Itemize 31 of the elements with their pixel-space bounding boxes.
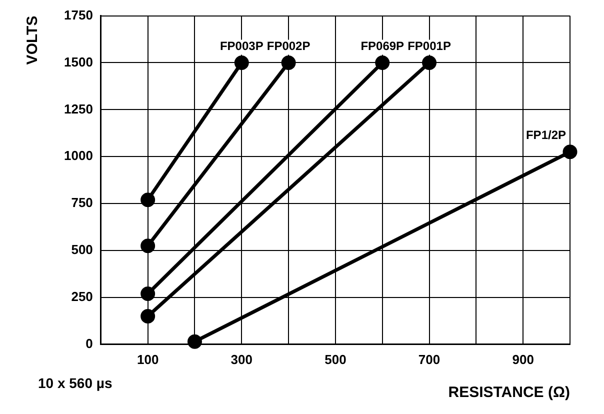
y-tick-label: 500 [71, 242, 93, 258]
series-label: FP001P [408, 39, 451, 54]
x-tick-label: 100 [136, 352, 159, 367]
point [140, 238, 156, 254]
point [140, 308, 156, 324]
series-label: FP002P [266, 39, 310, 54]
y-tick-label: 1750 [64, 7, 93, 22]
y-tick-label: 250 [71, 289, 93, 304]
x-axis-title: RESISTANCE (Ω) [448, 384, 570, 402]
series-label: FP1/2P [526, 128, 566, 142]
x-tick-label: 500 [324, 352, 346, 367]
point [140, 286, 156, 301]
point [234, 55, 249, 70]
series-label: FP003P [220, 39, 264, 54]
y-tick-label: 1500 [64, 54, 93, 70]
y-tick-label: 1000 [64, 148, 93, 164]
y-axis-title: VOLTS [24, 16, 42, 65]
y-tick-label: 1250 [64, 101, 93, 116]
point [562, 144, 578, 160]
point [422, 55, 437, 70]
series-label: FP069P [360, 39, 404, 54]
point [140, 192, 156, 208]
x-tick-label: 900 [512, 352, 534, 367]
text: 10 x 560 µs [38, 375, 112, 391]
x-tick-label: 700 [418, 352, 440, 367]
y-tick-label: 0 [86, 336, 93, 351]
point [281, 55, 296, 70]
point [187, 334, 202, 349]
point [375, 55, 390, 70]
y-tick-label: 750 [71, 195, 93, 210]
x-tick-label: 300 [230, 352, 252, 367]
